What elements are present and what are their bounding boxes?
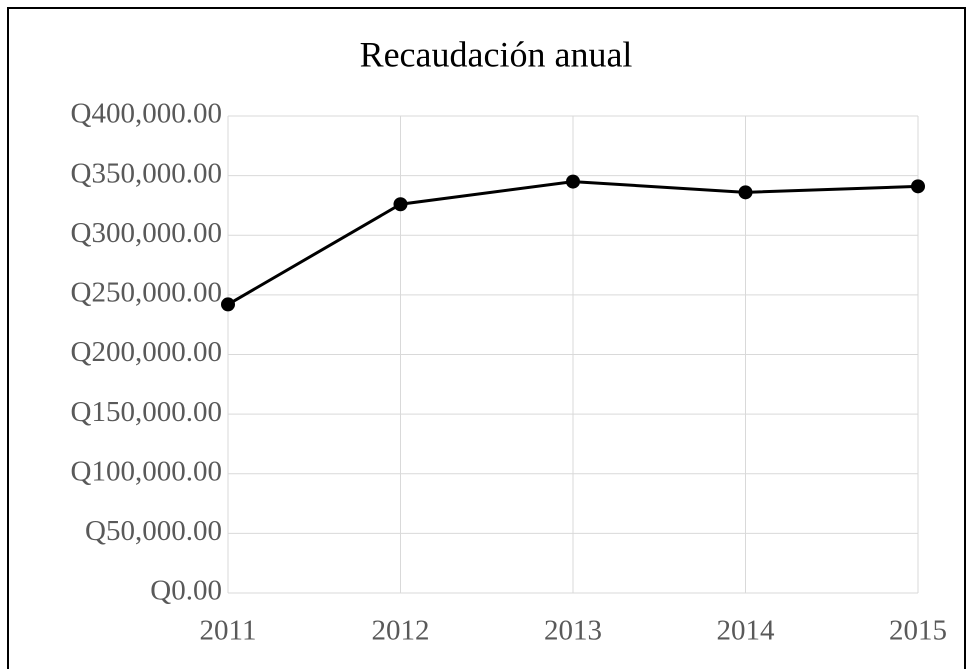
data-point bbox=[221, 297, 235, 312]
y-tick-label: Q250,000.00 bbox=[71, 277, 222, 309]
y-tick-label: Q0.00 bbox=[150, 575, 222, 607]
chart-title: Recaudación anual bbox=[360, 34, 633, 74]
data-point bbox=[393, 197, 408, 212]
y-tick-label: Q300,000.00 bbox=[71, 217, 222, 249]
y-tick-label: Q50,000.00 bbox=[85, 515, 222, 547]
x-tick-label: 2014 bbox=[717, 615, 776, 647]
x-tick-label: 2015 bbox=[889, 615, 947, 647]
x-tick-label: 2013 bbox=[544, 615, 602, 647]
data-point bbox=[911, 179, 925, 194]
data-point bbox=[566, 174, 580, 189]
chart-frame bbox=[7, 7, 966, 669]
data-point bbox=[738, 185, 753, 200]
y-tick-label: Q350,000.00 bbox=[71, 157, 222, 189]
y-tick-label: Q200,000.00 bbox=[71, 336, 222, 368]
y-tick-label: Q400,000.00 bbox=[71, 98, 222, 130]
x-tick-label: 2012 bbox=[372, 615, 430, 647]
y-tick-label: Q100,000.00 bbox=[71, 455, 222, 487]
x-tick-label: 2011 bbox=[200, 615, 257, 647]
y-tick-label: Q150,000.00 bbox=[71, 396, 222, 428]
